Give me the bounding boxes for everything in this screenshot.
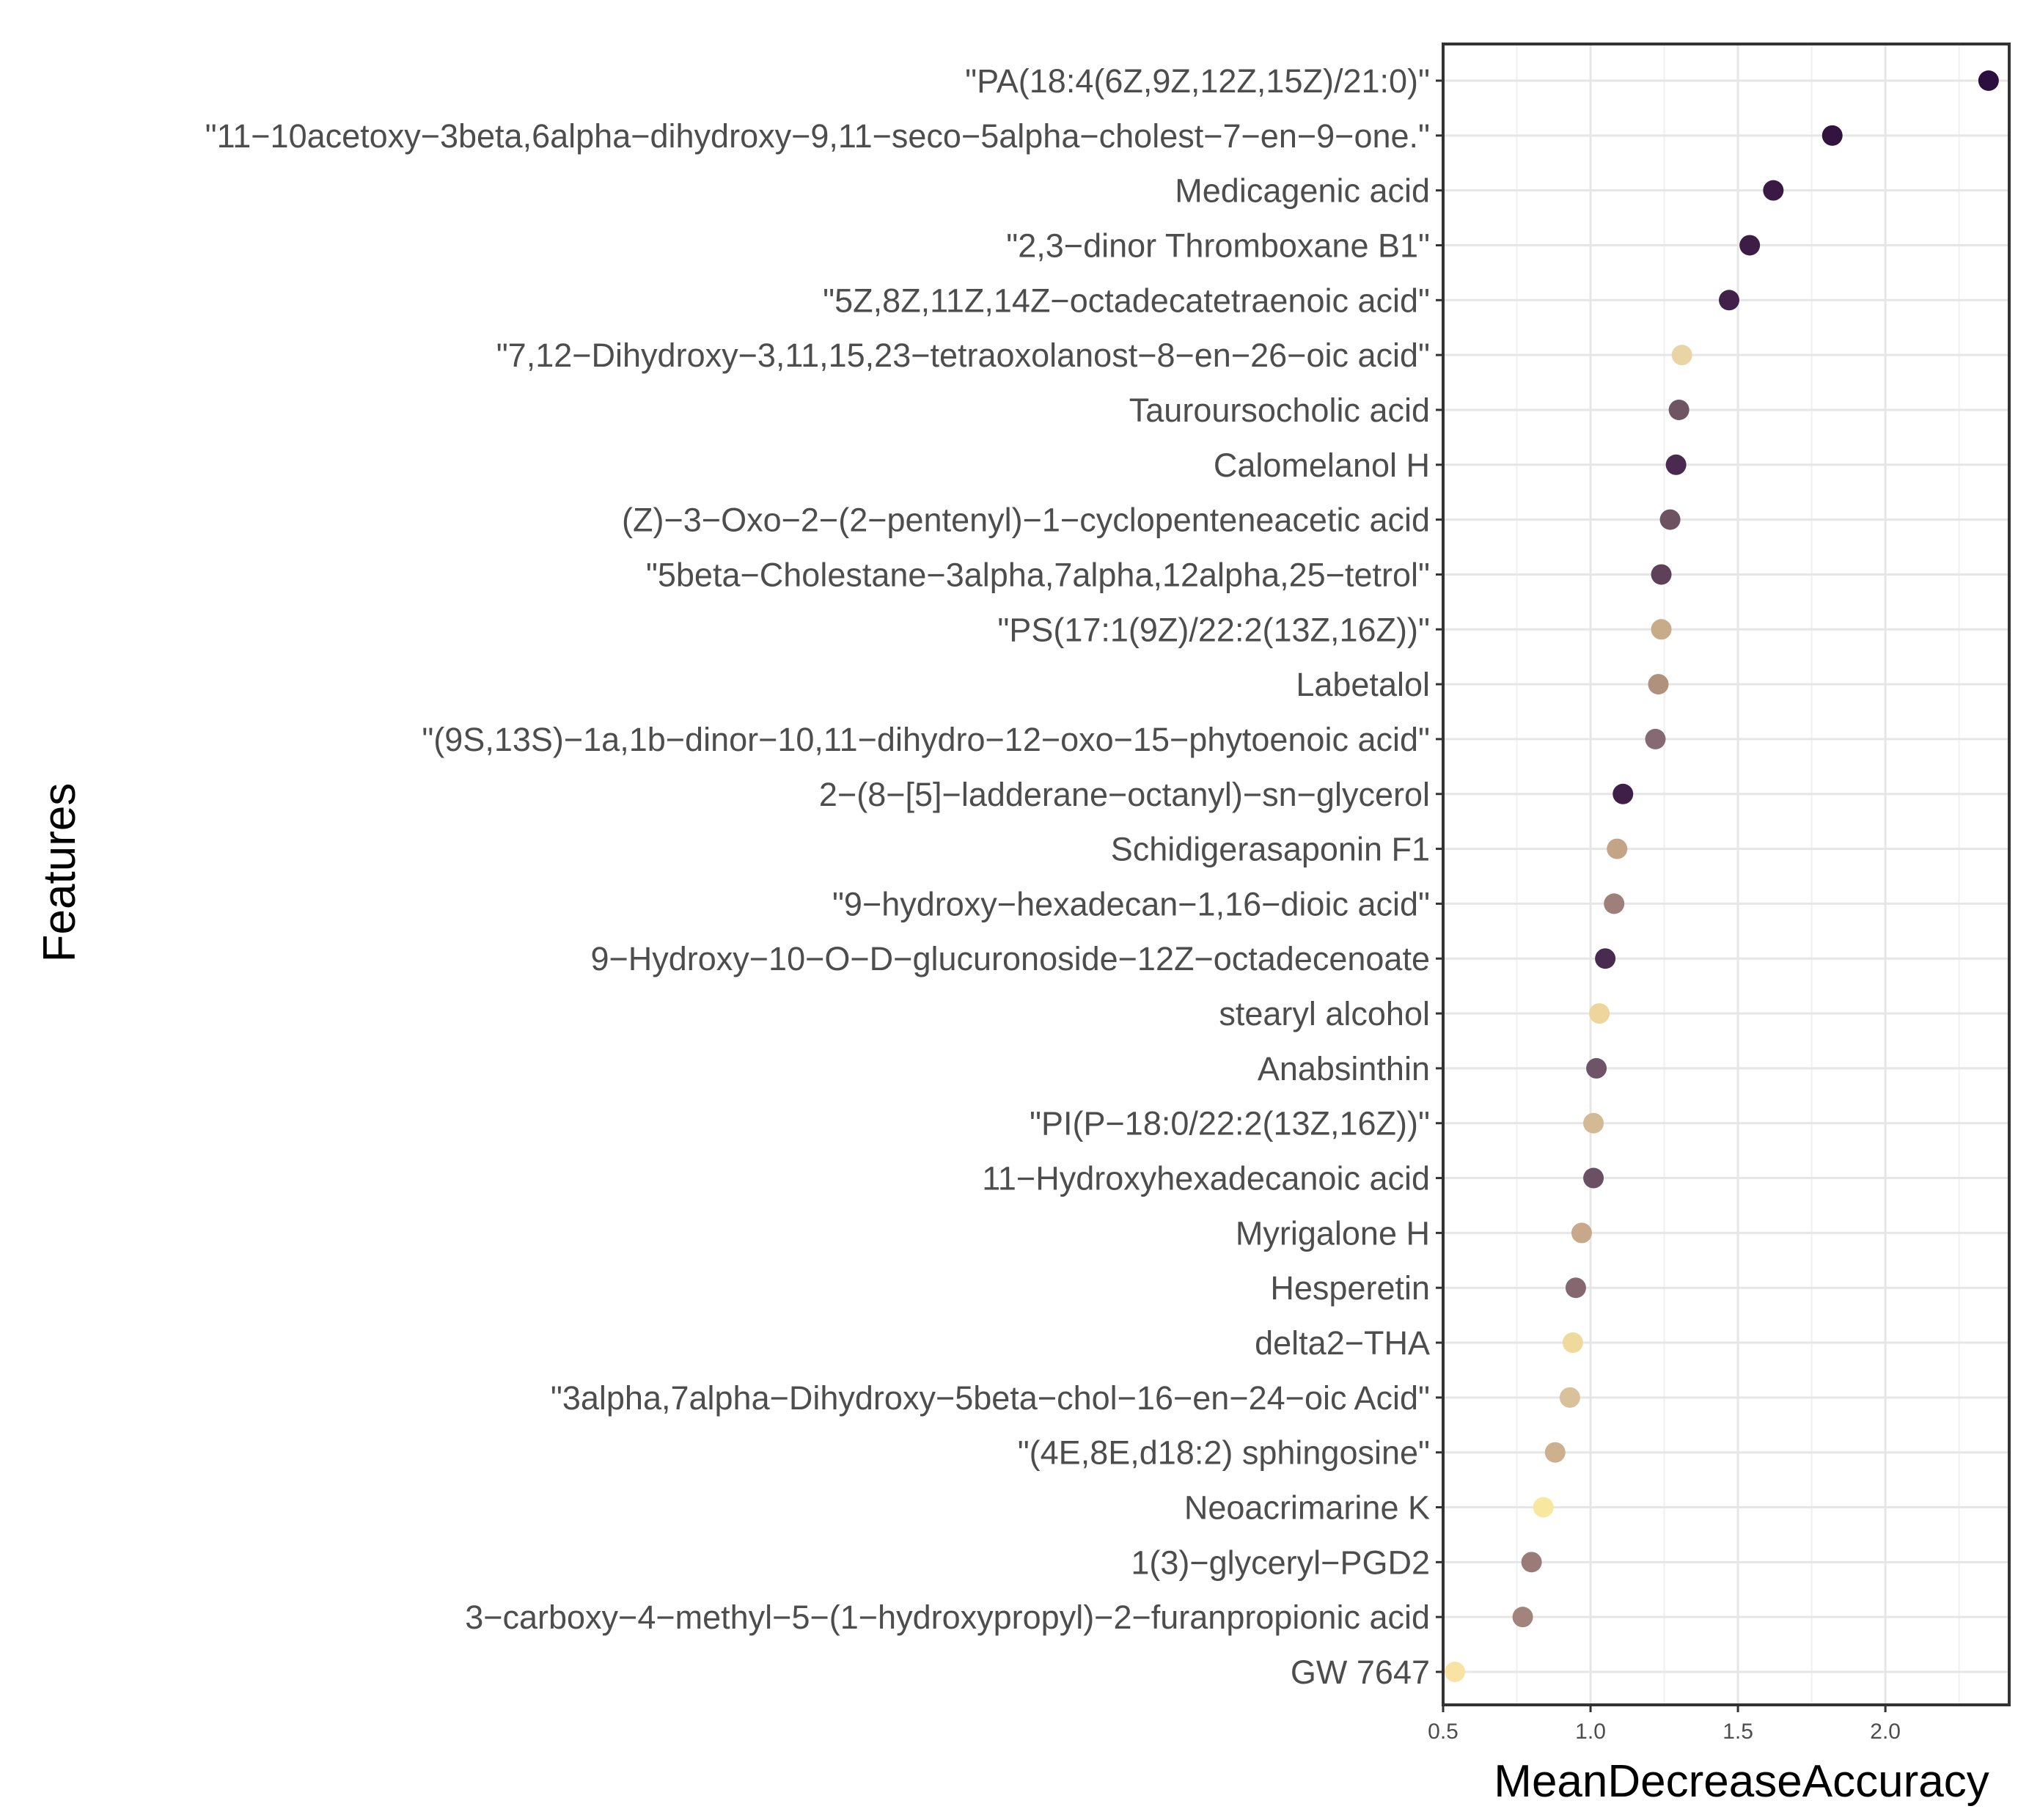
data-point — [1571, 1222, 1592, 1244]
x-axis: 0.5 1.0 1.5 2.0 — [1428, 1705, 1901, 1744]
panel-background — [1443, 44, 2009, 1705]
data-point — [1595, 948, 1616, 969]
data-point — [1544, 1442, 1566, 1463]
y-tick-label: "(9S,13S)−1a,1b−dinor−10,11−dihydro−12−o… — [422, 721, 1430, 758]
y-axis-title: Features — [34, 783, 85, 963]
y-tick-label: "9−hydroxy−hexadecan−1,16−dioic acid" — [832, 885, 1430, 922]
y-tick-label: (Z)−3−Oxo−2−(2−pentenyl)−1−cyclopentenea… — [622, 502, 1430, 539]
data-point — [1445, 1662, 1466, 1682]
data-point — [1651, 564, 1672, 585]
y-tick-label: Schidigerasaponin F1 — [1111, 831, 1430, 868]
y-tick-label: Tauroursocholic acid — [1129, 392, 1430, 429]
x-axis-title: MeanDecreaseAccuracy — [1494, 1756, 1989, 1807]
x-tick-label: 1.5 — [1722, 1720, 1753, 1744]
data-points — [1445, 70, 1999, 1682]
panel-border — [1442, 43, 2011, 1706]
y-tick-label: delta2−THA — [1255, 1324, 1430, 1362]
y-tick-label: "(4E,8E,d18:2) sphingosine" — [1018, 1434, 1430, 1472]
y-tick-label: Neoacrimarine K — [1184, 1489, 1430, 1527]
x-tick-label: 0.5 — [1428, 1720, 1459, 1744]
data-point — [1583, 1112, 1604, 1134]
data-point — [1512, 1607, 1533, 1628]
data-point — [1668, 399, 1689, 420]
data-point — [1648, 674, 1669, 695]
y-tick-label: Myrigalone H — [1236, 1214, 1430, 1252]
y-tick-label: Labetalol — [1296, 666, 1430, 703]
y-tick-label: 3−carboxy−4−methyl−5−(1−hydroxypropyl)−2… — [465, 1599, 1430, 1636]
y-tick-label: Medicagenic acid — [1175, 172, 1430, 210]
y-tick-label: Hesperetin — [1270, 1269, 1430, 1307]
data-point — [1604, 893, 1625, 914]
y-tick-label: "PA(18:4(6Z,9Z,12Z,15Z)/21:0)" — [965, 62, 1430, 100]
data-point — [1586, 1057, 1607, 1079]
y-tick-label: "PI(P−18:0/22:2(13Z,16Z))" — [1030, 1105, 1430, 1142]
data-point — [1671, 345, 1692, 366]
y-tick-label: 2−(8−[5]−ladderane−octanyl)−sn−glycerol — [819, 776, 1430, 813]
data-point — [1559, 1387, 1580, 1408]
y-tick-label: "2,3−dinor Thromboxane B1" — [1006, 227, 1430, 264]
data-point — [1583, 1167, 1604, 1189]
x-tick-label: 2.0 — [1870, 1720, 1901, 1744]
y-tick-label: stearyl alcohol — [1219, 995, 1430, 1032]
data-point — [1763, 180, 1784, 201]
data-point — [1521, 1552, 1542, 1573]
y-tick-label: Anabsinthin — [1258, 1050, 1430, 1087]
data-point — [1562, 1332, 1583, 1354]
y-tick-label: "11−10acetoxy−3beta,6alpha−dihydroxy−9,1… — [205, 117, 1430, 155]
y-tick-label: GW 7647 — [1291, 1654, 1430, 1691]
data-point — [1607, 838, 1628, 859]
plot-panel — [1443, 44, 2009, 1705]
data-point — [1651, 619, 1672, 640]
data-point — [1665, 454, 1687, 475]
y-tick-label: 9−Hydroxy−10−O−D−glucuronoside−12Z−octad… — [590, 940, 1430, 977]
x-tick-label: 1.0 — [1575, 1720, 1606, 1744]
data-point — [1612, 783, 1634, 804]
data-point — [1565, 1277, 1586, 1299]
y-tick-label: "5beta−Cholestane−3alpha,7alpha,12alpha,… — [646, 556, 1430, 593]
data-point — [1533, 1497, 1554, 1518]
y-tick-label: "7,12−Dihydroxy−3,11,15,23−tetraoxolanos… — [496, 337, 1430, 374]
y-tick-label: "3alpha,7alpha−Dihydroxy−5beta−chol−16−e… — [551, 1379, 1430, 1417]
data-point — [1978, 70, 1999, 91]
y-tick-label: Calomelanol H — [1214, 447, 1430, 484]
data-point — [1821, 125, 1843, 146]
y-tick-label: "5Z,8Z,11Z,14Z−octadecatetraenoic acid" — [823, 282, 1430, 319]
y-tick-label: 11−Hydroxyhexadecanoic acid — [982, 1160, 1430, 1197]
data-point — [1659, 509, 1681, 530]
data-point — [1739, 235, 1761, 256]
y-tick-label: "PS(17:1(9Z)/22:2(13Z,16Z))" — [997, 611, 1430, 648]
data-point — [1589, 1003, 1610, 1024]
panel-frame — [1442, 43, 2011, 1706]
data-point — [1719, 290, 1740, 311]
y-tick-label: 1(3)−glyceryl−PGD2 — [1131, 1544, 1430, 1581]
data-point — [1645, 728, 1666, 749]
y-axis: "PA(18:4(6Z,9Z,12Z,15Z)/21:0)" "11−10acet… — [205, 62, 1443, 1691]
